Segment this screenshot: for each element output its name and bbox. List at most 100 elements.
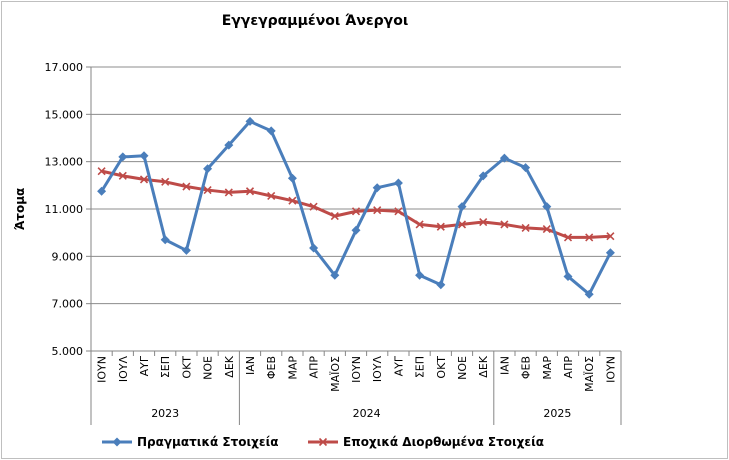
data-point (563, 233, 573, 242)
x-category-label: ΙΟΥΛ (371, 356, 384, 383)
x-category-label: ΜΑΪΟΣ (583, 356, 596, 392)
data-point (160, 235, 170, 245)
x-category-label: ΔΕΚ (223, 355, 236, 377)
x-category-label: ΙΟΥΝ (604, 356, 617, 383)
y-axis-ticks: 5.000 7.000 9.000 11.000 13.000 15.000 17.000 (45, 61, 91, 358)
data-point (457, 220, 467, 229)
data-point (245, 116, 255, 126)
data-point (436, 222, 445, 231)
x-category-label: ΑΠΡ (308, 356, 321, 379)
data-point (118, 152, 128, 162)
y-tick-label: 5.000 (52, 345, 84, 358)
x-category-label: ΣΕΠ (414, 356, 427, 378)
x-category-label: ΔΕΚ (477, 355, 490, 377)
x-category-label: ΙΟΥΛ (117, 356, 130, 383)
data-point (585, 233, 594, 242)
data-point (97, 186, 107, 196)
data-point (161, 177, 170, 186)
data-point (182, 182, 191, 191)
x-category-label: ΜΑΡ (541, 356, 554, 380)
data-point (351, 207, 361, 216)
chart-title: Εγγεγραμμένοι Άνεργοι (222, 13, 409, 29)
y-tick-label: 17.000 (45, 61, 84, 74)
data-point (394, 207, 403, 216)
data-point (287, 173, 297, 183)
x-category-label: ΟΚΤ (435, 356, 448, 379)
year-label: 2025 (543, 407, 571, 420)
legend: Πραγματικά Στοιχεία Εποχικά Διορθωμένα Στ… (102, 435, 544, 449)
data-point (542, 225, 551, 234)
y-tick-label: 11.000 (45, 203, 84, 216)
series-line (100, 119, 612, 296)
data-point (118, 171, 127, 180)
series-group (97, 116, 615, 299)
data-point (605, 248, 615, 258)
data-point (584, 289, 594, 299)
x-category-label: ΜΑΡ (286, 356, 299, 380)
data-point (330, 270, 340, 280)
data-point (203, 164, 213, 174)
gridlines (91, 66, 621, 305)
axes (90, 67, 621, 352)
data-point (478, 171, 488, 181)
y-tick-label: 15.000 (45, 108, 84, 121)
data-point (479, 217, 488, 227)
year-label: 2024 (353, 407, 381, 420)
data-point (521, 163, 531, 173)
data-point (139, 175, 149, 184)
data-point (542, 202, 552, 212)
data-point (139, 151, 149, 161)
data-point (521, 223, 530, 232)
x-category-label: ΝΟΕ (202, 356, 215, 380)
data-point (181, 245, 191, 255)
x-category-label: ΑΥΓ (392, 355, 405, 376)
data-point (351, 225, 361, 235)
data-point (415, 220, 424, 229)
x-category-label: ΣΕΠ (159, 356, 172, 378)
data-point (606, 232, 615, 241)
data-point (436, 280, 446, 290)
data-point (267, 191, 276, 201)
legend-label: Πραγματικά Στοιχεία (137, 435, 279, 449)
x-category-label: ΦΕΒ (520, 356, 533, 379)
y-tick-label: 9.000 (52, 250, 84, 263)
x-category-label: ΙΑΝ (498, 356, 511, 375)
data-point (203, 186, 212, 195)
data-point (288, 196, 297, 205)
data-point (372, 183, 382, 193)
x-category-label: ΑΥΓ (138, 355, 151, 376)
data-point (224, 140, 234, 150)
data-point (457, 202, 467, 212)
data-point (309, 202, 318, 211)
x-category-label: ΑΠΡ (562, 356, 575, 379)
data-point (330, 212, 339, 221)
x-category-label: ΟΚΤ (180, 356, 193, 379)
data-point (97, 167, 106, 176)
x-category-label: ΙΟΥΝ (350, 356, 363, 383)
x-category-label: ΜΑΪΟΣ (329, 356, 342, 392)
y-tick-label: 7.000 (52, 298, 84, 311)
data-point (393, 178, 403, 188)
y-tick-label: 13.000 (45, 156, 84, 169)
data-point (266, 126, 276, 136)
legend-marker (318, 437, 328, 447)
x-axis-categories: ΙΟΥΝ ΙΟΥΛ ΑΥΓ ΣΕΠ ΟΚΤ ΝΟΕ ΔΕΚ ΙΑΝ ΦΕΒ ΜΑΡ ΑΠΡ ΜΑΪΟΣ… (90, 351, 622, 392)
year-label: 2023 (151, 407, 179, 420)
x-category-label: ΝΟΕ (456, 356, 469, 380)
x-category-label: ΙΑΝ (244, 356, 257, 375)
data-point (373, 206, 382, 215)
data-point (500, 220, 509, 229)
y-axis-label: Άτομα (13, 188, 27, 231)
data-point (309, 243, 319, 253)
data-point (415, 270, 425, 280)
data-point (245, 187, 255, 196)
x-axis-years: 2023 2024 2025 (90, 356, 622, 425)
data-point (224, 188, 233, 197)
x-category-label: ΦΕΒ (265, 356, 278, 379)
x-category-label: ΙΟΥΝ (96, 356, 109, 383)
legend-label: Εποχικά Διορθωμένα Στοιχεία (343, 435, 544, 449)
legend-marker (112, 437, 122, 447)
data-point (563, 271, 573, 281)
